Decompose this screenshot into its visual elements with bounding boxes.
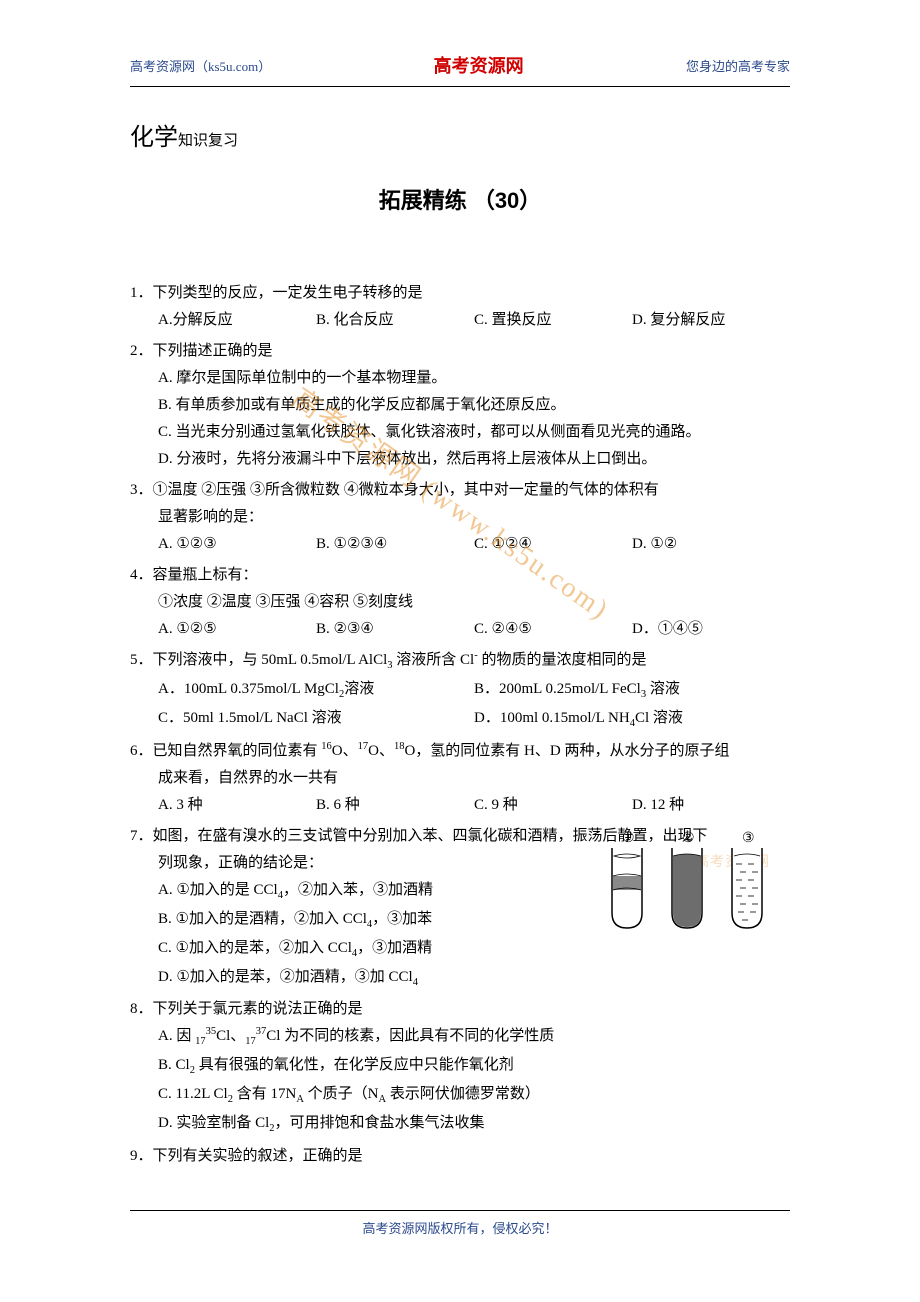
header-right: 您身边的高考专家 bbox=[686, 55, 790, 78]
opt-c: C. 11.2L Cl2 含有 17NA 个质子（NA 表示阿伏伽德罗常数） bbox=[130, 1081, 790, 1110]
question-1: 1．下列类型的反应，一定发生电子转移的是 A.分解反应 B. 化合反应 C. 置… bbox=[130, 280, 790, 334]
q-stem: ①温度 ②压强 ③所含微粒数 ④微粒本身大小，其中对一定量的气体的体积有 bbox=[153, 477, 790, 504]
test-tube-diagram: ① ② ③ bbox=[600, 828, 780, 938]
subject-line: 化学知识复习 bbox=[130, 117, 790, 160]
q-num: 1． bbox=[130, 280, 153, 307]
tube-label-2: ② bbox=[682, 831, 695, 846]
q-num: 7． bbox=[130, 823, 153, 850]
test-tube-2 bbox=[672, 848, 702, 928]
q-num: 8． bbox=[130, 996, 153, 1023]
q-stem: 下列有关实验的叙述，正确的是 bbox=[153, 1143, 790, 1170]
test-tube-3 bbox=[732, 848, 762, 928]
opt-a: A. 因 1735Cl、1737Cl 为不同的核素，因此具有不同的化学性质 bbox=[130, 1023, 790, 1052]
opt-c: C. 当光束分别通过氢氧化铁胶体、氯化铁溶液时，都可以从侧面看见光亮的通路。 bbox=[130, 419, 790, 446]
opt-c: C. ②④⑤ bbox=[474, 616, 632, 643]
opt-c: C. 9 种 bbox=[474, 792, 632, 819]
question-8: 8．下列关于氯元素的说法正确的是 A. 因 1735Cl、1737Cl 为不同的… bbox=[130, 996, 790, 1139]
opt-a: A.分解反应 bbox=[158, 307, 316, 334]
opt-a: A．100mL 0.375mol/L MgCl2溶液 bbox=[158, 676, 474, 705]
subject-name: 化学 bbox=[130, 125, 178, 151]
q-stem-cont: 成来看，自然界的水一共有 bbox=[130, 765, 790, 792]
opt-d: D. 实验室制备 Cl2，可用排饱和食盐水集气法收集 bbox=[130, 1110, 790, 1139]
opt-a: A. ①②⑤ bbox=[158, 616, 316, 643]
test-tube-1 bbox=[612, 848, 642, 928]
opt-b: B. Cl2 具有很强的氧化性，在化学反应中只能作氧化剂 bbox=[130, 1052, 790, 1081]
header-center-logo: 高考资源网 bbox=[434, 50, 524, 82]
opt-b: B. 6 种 bbox=[316, 792, 474, 819]
q-num: 9． bbox=[130, 1143, 153, 1170]
opt-d: D．①④⑤ bbox=[632, 616, 790, 643]
question-9: 9．下列有关实验的叙述，正确的是 bbox=[130, 1143, 790, 1170]
q-stem: 下列关于氯元素的说法正确的是 bbox=[153, 996, 790, 1023]
opt-d: D. 复分解反应 bbox=[632, 307, 790, 334]
header-left: 高考资源网（ks5u.com） bbox=[130, 55, 271, 78]
opt-a: A. 3 种 bbox=[158, 792, 316, 819]
page-footer: 高考资源网版权所有，侵权必究！ bbox=[130, 1210, 790, 1240]
tube-label-3: ③ bbox=[742, 831, 755, 846]
q-stem: 下列溶液中，与 50mL 0.5mol/L AlCl3 溶液所含 Cl- 的物质… bbox=[153, 647, 790, 676]
opt-d: D．100ml 0.15mol/L NH4Cl 溶液 bbox=[474, 705, 790, 734]
opt-d: D. 12 种 bbox=[632, 792, 790, 819]
q-num: 3． bbox=[130, 477, 153, 504]
opt-c: C．50ml 1.5mol/L NaCl 溶液 bbox=[158, 705, 474, 734]
page-header: 高考资源网（ks5u.com） 高考资源网 您身边的高考专家 bbox=[130, 50, 790, 87]
q-stem-cont: 显著影响的是： bbox=[130, 504, 790, 531]
question-6: 6．已知自然界氧的同位素有 16O、17O、18O，氢的同位素有 H、D 两种，… bbox=[130, 738, 790, 819]
opt-c: C. ①加入的是苯，②加入 CCl4，③加酒精 bbox=[130, 935, 790, 964]
q-num: 4． bbox=[130, 562, 153, 589]
opt-d: D. 分液时，先将分液漏斗中下层液体放出，然后再将上层液体从上口倒出。 bbox=[130, 446, 790, 473]
opt-d: D. ①② bbox=[632, 531, 790, 558]
opt-c: C. 置换反应 bbox=[474, 307, 632, 334]
q-stem: 容量瓶上标有： bbox=[153, 562, 790, 589]
opt-b: B. ②③④ bbox=[316, 616, 474, 643]
q-stem: 已知自然界氧的同位素有 16O、17O、18O，氢的同位素有 H、D 两种，从水… bbox=[153, 738, 790, 765]
opt-c: C. ①②④ bbox=[474, 531, 632, 558]
question-2: 2．下列描述正确的是 A. 摩尔是国际单位制中的一个基本物理量。 B. 有单质参… bbox=[130, 338, 790, 473]
q-stem: 下列描述正确的是 bbox=[153, 338, 790, 365]
page-title: 拓展精练 （30） bbox=[130, 181, 790, 221]
q-stem: 下列类型的反应，一定发生电子转移的是 bbox=[153, 280, 790, 307]
opt-a: A. 摩尔是国际单位制中的一个基本物理量。 bbox=[130, 365, 790, 392]
opt-d: D. ①加入的是苯，②加酒精，③加 CCl4 bbox=[130, 964, 790, 993]
question-5: 5．下列溶液中，与 50mL 0.5mol/L AlCl3 溶液所含 Cl- 的… bbox=[130, 647, 790, 734]
opt-a: A. ①②③ bbox=[158, 531, 316, 558]
q-num: 5． bbox=[130, 647, 153, 676]
opt-b: B. 有单质参加或有单质生成的化学反应都属于氧化还原反应。 bbox=[130, 392, 790, 419]
question-4: 4．容量瓶上标有： ①浓度 ②温度 ③压强 ④容积 ⑤刻度线 A. ①②⑤ B.… bbox=[130, 562, 790, 643]
opt-b: B. ①②③④ bbox=[316, 531, 474, 558]
q-num: 2． bbox=[130, 338, 153, 365]
opt-b: B. 化合反应 bbox=[316, 307, 474, 334]
q-num: 6． bbox=[130, 738, 153, 765]
subject-suffix: 知识复习 bbox=[178, 133, 238, 149]
tube-label-1: ① bbox=[622, 831, 635, 846]
opt-b: B．200mL 0.25mol/L FeCl3 溶液 bbox=[474, 676, 790, 705]
question-3: 3．①温度 ②压强 ③所含微粒数 ④微粒本身大小，其中对一定量的气体的体积有 显… bbox=[130, 477, 790, 558]
q-sub: ①浓度 ②温度 ③压强 ④容积 ⑤刻度线 bbox=[130, 589, 790, 616]
